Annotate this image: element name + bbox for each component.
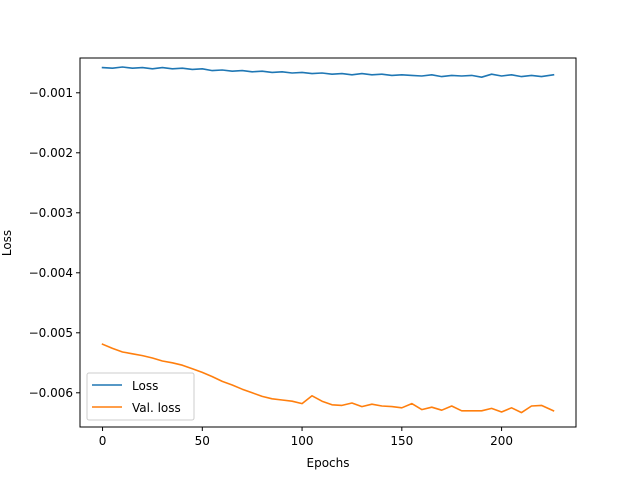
x-tick-label: 200 (490, 434, 513, 448)
x-tick-label: 150 (390, 434, 413, 448)
x-axis-label: Epochs (307, 456, 350, 470)
y-tick-label: −0.002 (29, 146, 73, 160)
y-axis: −0.006 −0.005 −0.004 −0.003 −0.002 −0.001 (29, 86, 80, 400)
y-tick-label: −0.003 (29, 206, 73, 220)
legend-label-loss: Loss (132, 379, 158, 393)
y-tick-label: −0.005 (29, 326, 73, 340)
legend: Loss Val. loss (86, 372, 195, 421)
x-tick-label: 100 (291, 434, 314, 448)
legend-label-val-loss: Val. loss (132, 401, 181, 415)
plot-frame (79, 57, 577, 428)
y-tick-label: −0.004 (29, 266, 73, 280)
y-tick-label: −0.006 (29, 386, 73, 400)
y-tick-label: −0.001 (29, 86, 73, 100)
x-tick-label: 0 (99, 434, 107, 448)
x-axis: 0 50 100 150 200 (99, 427, 513, 448)
series-line-val-loss (101, 343, 555, 414)
x-tick-label: 50 (195, 434, 210, 448)
series-line-loss (101, 66, 555, 78)
y-axis-label: Loss (0, 230, 14, 256)
series-layer (101, 66, 555, 414)
